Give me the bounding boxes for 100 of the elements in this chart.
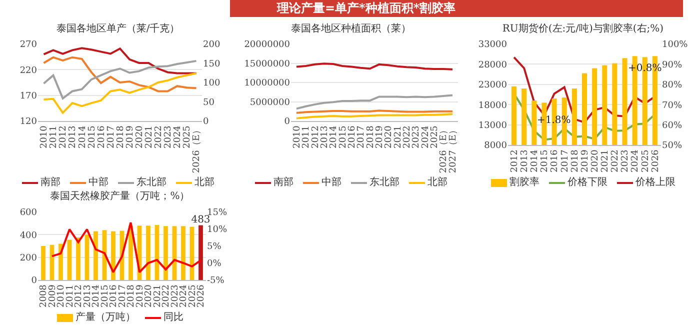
x-tick-label: 2014 bbox=[78, 125, 88, 149]
x-tick-label: 2010 bbox=[292, 125, 302, 149]
chart-title: 泰国天然橡胶产量（万吨；%） bbox=[50, 190, 190, 202]
x-tick-label: 2015 bbox=[100, 284, 110, 308]
x-tick-label: 2019 bbox=[375, 125, 386, 149]
bar bbox=[84, 234, 90, 280]
data-label: 483 bbox=[191, 214, 210, 226]
x-tick-label: 2022 bbox=[402, 126, 413, 149]
x-tick-label: 2027（E） bbox=[448, 126, 458, 174]
y-tick-label: 270 bbox=[20, 40, 38, 50]
y-tick-label: 18000 bbox=[478, 100, 508, 111]
y-tick-label: 220 bbox=[20, 66, 38, 76]
bar bbox=[67, 240, 72, 280]
bar bbox=[146, 226, 150, 280]
legend-label: 东北部 bbox=[136, 177, 166, 189]
legend-label: 同比 bbox=[164, 312, 184, 324]
y-tick-label: 120 bbox=[20, 117, 38, 128]
x-tick-label: 2026（E） bbox=[439, 126, 450, 174]
x-tick-label: 2020 bbox=[590, 149, 600, 173]
x-tick-label: 2013 bbox=[320, 125, 330, 149]
line-series bbox=[296, 94, 454, 110]
legend-label: 南部 bbox=[40, 177, 60, 189]
chart-title: 泰国各地区单产（莱/千克） bbox=[56, 22, 180, 35]
x-tick-label: 2024 bbox=[173, 125, 184, 149]
x-tick-label: 2021 bbox=[393, 126, 404, 149]
y-tick-label: 8000 bbox=[484, 141, 508, 152]
x-tick-label: 2025 bbox=[188, 284, 198, 308]
x-tick-label: 2017 bbox=[560, 149, 570, 173]
x-tick-label: 2010 bbox=[40, 125, 50, 149]
x-tick-label: 2023 bbox=[164, 125, 174, 149]
y2-tick-label: 90% bbox=[662, 60, 682, 70]
x-tick-label: 2018 bbox=[570, 149, 580, 173]
y2-tick-label: 60% bbox=[662, 120, 682, 131]
x-tick-label: 2014 bbox=[530, 149, 540, 173]
bar bbox=[111, 231, 116, 280]
y-tick-label: 23000 bbox=[478, 80, 508, 91]
x-tick-label: 2018 bbox=[116, 125, 126, 149]
x-tick-label: 2022 bbox=[154, 126, 164, 149]
x-tick-label: 2013 bbox=[68, 125, 78, 149]
y2-tick-label: 50 bbox=[203, 98, 215, 108]
x-tick-label: 2011 bbox=[65, 284, 76, 308]
x-tick-label: 2016 bbox=[347, 125, 358, 149]
y-tick-label: 400 bbox=[20, 230, 38, 241]
bar bbox=[198, 225, 203, 280]
legend-label: 南部 bbox=[274, 177, 294, 189]
y2-tick-label: 0% bbox=[207, 259, 222, 270]
x-tick-label: 2023 bbox=[412, 125, 422, 149]
y-tick-label: 0 bbox=[284, 117, 290, 128]
y2-tick-label: 200 bbox=[203, 40, 220, 50]
y2-tick-label: 10% bbox=[207, 225, 228, 236]
x-tick-label: 2023 bbox=[170, 284, 180, 308]
x-tick-label: 2016 bbox=[550, 149, 560, 173]
bar bbox=[164, 226, 168, 280]
x-tick-label: 2012 bbox=[510, 150, 520, 173]
y-tick-label: 170 bbox=[20, 91, 38, 102]
y2-tick-label: 5% bbox=[207, 242, 222, 252]
x-tick-label: 2017 bbox=[106, 125, 116, 149]
legend-label: 中部 bbox=[88, 177, 108, 189]
legend-label: 北部 bbox=[428, 177, 448, 189]
x-tick-label: 2012 bbox=[74, 284, 84, 308]
y2-tick-label: 100 bbox=[203, 78, 220, 89]
legend-label: 产量（万吨） bbox=[76, 312, 136, 324]
legend-label: 东北部 bbox=[370, 177, 400, 189]
line-series bbox=[42, 72, 198, 114]
x-tick-label: 2016 bbox=[109, 284, 120, 308]
y-tick-label: 15000000 bbox=[244, 59, 290, 70]
x-tick-label: 2015 bbox=[87, 125, 98, 149]
y-tick-label: 13000 bbox=[478, 120, 508, 131]
bar bbox=[41, 246, 46, 280]
x-tick-label: 2020 bbox=[384, 125, 394, 149]
x-tick-label: 2025 bbox=[430, 125, 440, 149]
x-tick-label: 2023 bbox=[620, 149, 631, 173]
y-tick-label: 20000000 bbox=[244, 40, 290, 50]
x-tick-label: 2019 bbox=[135, 284, 146, 308]
x-tick-label: 2024 bbox=[420, 125, 431, 149]
y-tick-label: 5000000 bbox=[250, 98, 290, 108]
x-tick-label: 2015 bbox=[540, 149, 550, 173]
y2-tick-label: 80% bbox=[662, 80, 682, 91]
x-tick-label: 2026（E） bbox=[192, 126, 202, 174]
text: 理论产量=单产*种植面积*割胶率 bbox=[230, 0, 683, 17]
legend-label: 中部 bbox=[322, 177, 342, 189]
line-series bbox=[42, 47, 198, 74]
bar bbox=[76, 238, 80, 280]
bar bbox=[181, 226, 186, 280]
x-tick-label: 2025 bbox=[640, 149, 651, 173]
x-tick-label: 2020 bbox=[144, 284, 154, 308]
x-tick-label: 2015 bbox=[338, 125, 348, 149]
x-tick-label: 2025 bbox=[182, 125, 193, 149]
y-tick-label: 0 bbox=[31, 276, 38, 286]
x-tick-label: 2011 bbox=[49, 126, 60, 149]
x-tick-label: 2010 bbox=[56, 284, 67, 308]
chart-title: 泰国各地区种植面积（莱） bbox=[291, 22, 411, 35]
y-tick-label: 28000 bbox=[478, 60, 508, 70]
line-series bbox=[42, 56, 198, 92]
x-tick-label: 2021 bbox=[144, 126, 155, 149]
x-tick-label: 2012 bbox=[58, 126, 69, 149]
x-tick-label: 2019 bbox=[125, 125, 136, 149]
x-tick-label: 2014 bbox=[329, 125, 340, 149]
x-tick-label: 2026 bbox=[196, 284, 207, 308]
x-tick-label: 2022 bbox=[162, 284, 172, 308]
